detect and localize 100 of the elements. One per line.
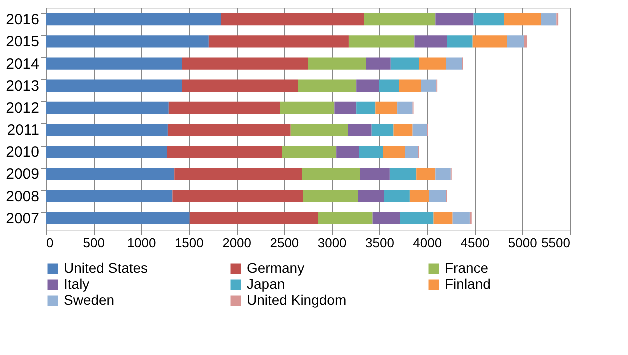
bar (447, 36, 473, 48)
bar (280, 102, 335, 114)
bar (334, 102, 357, 114)
y-tick-label: 2016 (6, 12, 40, 29)
bar (472, 36, 508, 48)
bar (168, 102, 280, 114)
legend-label: France (445, 260, 489, 276)
bar (376, 102, 398, 114)
bar (398, 102, 413, 114)
bar (452, 212, 470, 224)
bar (507, 36, 524, 48)
x-tick-label: 4000 (413, 236, 442, 250)
y-tick-label: 2008 (6, 188, 40, 206)
legend-label: United Kingdom (247, 292, 347, 308)
bar (541, 14, 557, 26)
bar (46, 190, 173, 202)
bar (428, 190, 446, 202)
bar (358, 190, 384, 202)
bar (46, 102, 169, 114)
bar (172, 190, 304, 202)
bar (190, 212, 318, 224)
bar (390, 168, 417, 180)
bar (394, 124, 413, 136)
bar (474, 14, 504, 26)
bar (308, 58, 366, 70)
bar (372, 212, 400, 224)
legend-label: Sweden (64, 292, 115, 308)
bar (356, 102, 376, 114)
bar (360, 168, 390, 180)
bar (182, 80, 298, 92)
legend-label: Italy (64, 276, 90, 292)
x-tick-label: 5500 (542, 236, 570, 250)
bar (446, 58, 462, 70)
x-tick-label: 2500 (270, 236, 300, 250)
bar (419, 58, 446, 70)
bar (46, 36, 209, 48)
bar (282, 146, 337, 158)
bar (504, 14, 542, 26)
bar (524, 36, 528, 48)
bar (298, 80, 357, 92)
y-tick-label: 2012 (6, 100, 40, 117)
y-tick-label: 2009 (6, 166, 40, 184)
bar (405, 146, 419, 158)
y-tick-label: 2007 (6, 210, 40, 228)
bar (383, 146, 406, 158)
bar (366, 58, 391, 70)
bar (379, 80, 400, 92)
bar (400, 212, 434, 224)
x-tick-label: 3500 (365, 236, 394, 250)
y-tick-label: 2014 (6, 56, 40, 73)
bar (208, 36, 349, 48)
bar (46, 212, 190, 224)
y-tick-label: 2011 (7, 122, 40, 140)
bar (46, 58, 182, 70)
bar (46, 146, 167, 158)
legend-label: Germany (247, 260, 305, 276)
x-tick-label: 2000 (222, 236, 252, 250)
bar (46, 14, 222, 26)
bar (384, 190, 410, 202)
bar (436, 14, 474, 26)
bar (168, 124, 291, 136)
x-tick-label: 4500 (460, 236, 490, 250)
bar (412, 124, 428, 136)
bar (290, 124, 348, 136)
bar (174, 168, 302, 180)
bar (436, 168, 451, 180)
y-tick-label: 2013 (6, 78, 40, 95)
legend-label: United States (64, 260, 148, 276)
bar (414, 36, 448, 48)
bar (348, 36, 415, 48)
bar (364, 14, 436, 26)
bar (410, 190, 429, 202)
x-tick-label: 3000 (318, 236, 347, 250)
bar (421, 80, 437, 92)
x-tick-label: 1000 (127, 236, 156, 250)
x-tick-label: 0 (46, 236, 54, 250)
legend-label: Finland (445, 276, 491, 292)
bar (434, 212, 453, 224)
x-tick-label: 1500 (174, 236, 204, 250)
bar (46, 124, 168, 136)
bar (303, 190, 358, 202)
bar (390, 58, 420, 70)
bar (318, 212, 373, 224)
bar (348, 124, 372, 136)
bar (46, 80, 182, 92)
bar (302, 168, 360, 180)
legend-label: Japan (247, 276, 286, 292)
y-tick-label: 2010 (6, 144, 40, 162)
x-tick-label: 5000 (508, 236, 538, 250)
y-tick-label: 2015 (6, 34, 40, 51)
bar (359, 146, 384, 158)
bar (399, 80, 422, 92)
bar (221, 14, 364, 26)
x-tick-label: 500 (83, 236, 105, 250)
bar (372, 124, 394, 136)
bar (336, 146, 360, 158)
bar (182, 58, 308, 70)
bar (416, 168, 436, 180)
bar (356, 80, 380, 92)
bar (166, 146, 282, 158)
